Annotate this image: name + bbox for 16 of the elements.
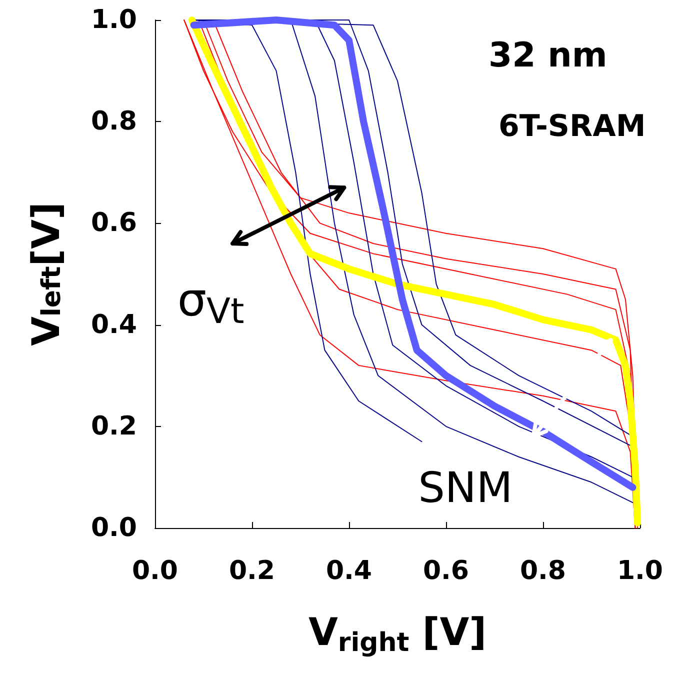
x-tick-label: 0.4 xyxy=(326,556,372,586)
x-tick-label: 0.0 xyxy=(132,556,178,586)
y-tick-label: 0.6 xyxy=(90,208,137,238)
x-tick-label: 1.0 xyxy=(616,556,664,586)
annotation: 6T-SRAM xyxy=(498,109,646,144)
y-axis-title: Vleft[V] xyxy=(24,202,68,346)
x-tick-label: 0.2 xyxy=(228,556,276,586)
x-tick-label: 0.8 xyxy=(520,556,566,586)
y-tick-label: 0.0 xyxy=(90,513,137,543)
y-tick-label: 1.0 xyxy=(90,5,137,35)
y-tick-label: 0.8 xyxy=(90,106,137,137)
y-tick-label: 0.4 xyxy=(90,310,137,340)
annotation: 32 nm xyxy=(488,36,608,76)
annotation: SNM xyxy=(418,462,513,512)
x-tick-label: 0.6 xyxy=(422,556,470,586)
y-tick-label: 0.2 xyxy=(90,411,137,442)
